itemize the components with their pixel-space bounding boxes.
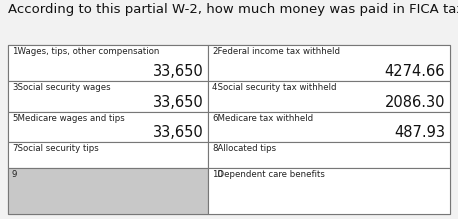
Text: 8: 8	[212, 144, 218, 153]
Bar	[208, 45, 450, 81]
Text: 33,650: 33,650	[153, 64, 204, 79]
Text: 9: 9	[12, 170, 17, 179]
Text: Wages, tips, other compensation: Wages, tips, other compensation	[12, 47, 159, 56]
Text: 1: 1	[12, 47, 17, 56]
Text: 10: 10	[212, 170, 223, 179]
Text: 33,650: 33,650	[153, 125, 204, 140]
Bar	[208, 112, 450, 142]
Bar	[208, 168, 450, 214]
Bar	[8, 45, 450, 214]
Text: 2: 2	[212, 47, 218, 56]
Text: Medicare wages and tips: Medicare wages and tips	[12, 113, 125, 122]
Text: 5: 5	[12, 113, 17, 122]
Text: 33,650: 33,650	[153, 95, 204, 110]
Text: Social security wages: Social security wages	[12, 83, 110, 92]
Text: 6: 6	[212, 113, 218, 122]
Bar	[8, 45, 208, 81]
Text: 4: 4	[212, 83, 218, 92]
Text: Dependent care benefits: Dependent care benefits	[212, 170, 325, 179]
Text: Federal income tax withheld: Federal income tax withheld	[212, 47, 340, 56]
Text: 3: 3	[12, 83, 17, 92]
Bar	[208, 81, 450, 112]
Text: 487.93: 487.93	[394, 125, 445, 140]
Bar	[8, 81, 208, 112]
Text: Social security tax withheld: Social security tax withheld	[212, 83, 337, 92]
Bar	[8, 142, 208, 168]
Text: 4274.66: 4274.66	[385, 64, 445, 79]
Text: 7: 7	[12, 144, 17, 153]
Bar	[8, 168, 208, 214]
Text: Medicare tax withheld: Medicare tax withheld	[212, 113, 313, 122]
Bar	[8, 112, 208, 142]
Text: Allocated tips: Allocated tips	[212, 144, 276, 153]
Text: According to this partial W-2, how much money was paid in FICA taxes?: According to this partial W-2, how much …	[8, 3, 458, 16]
Text: Social security tips: Social security tips	[12, 144, 98, 153]
Bar	[208, 142, 450, 168]
Text: 2086.30: 2086.30	[385, 95, 445, 110]
